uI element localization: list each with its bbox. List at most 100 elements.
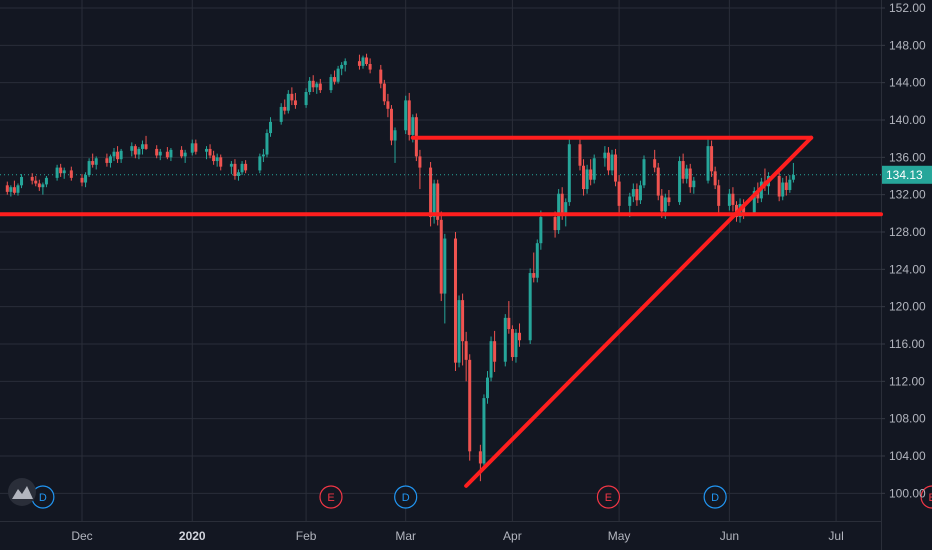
candle-body [180, 149, 184, 157]
last-price-box [882, 165, 932, 184]
price-tick-label: 100.00 [889, 486, 926, 500]
earnings-marker [596, 485, 621, 509]
candle-body [653, 159, 657, 168]
candle-body [269, 121, 273, 134]
candle-body [37, 183, 41, 188]
time-tick-label: 2020 [179, 529, 206, 543]
candle-body [329, 77, 333, 91]
grid [0, 0, 881, 521]
price-tick-label: 132.00 [889, 188, 926, 202]
candle-body [219, 157, 223, 167]
candle-body [503, 317, 507, 362]
candle-body [290, 93, 294, 101]
candle-body [119, 150, 123, 160]
candle-body [781, 182, 785, 197]
candle-body [493, 341, 497, 362]
candle-body [514, 332, 518, 358]
candle-body [140, 144, 144, 149]
candle-body [361, 57, 365, 66]
candle-body [62, 170, 66, 174]
candle-body [638, 185, 642, 201]
candle-body [443, 238, 447, 294]
candle-body [510, 329, 514, 358]
candle-body [80, 177, 84, 183]
candle-body [706, 146, 710, 181]
candle-body [318, 83, 322, 91]
candle-body [190, 143, 194, 153]
candle-body [30, 176, 34, 181]
candle-body [436, 183, 440, 220]
candle-body [784, 182, 788, 190]
candle-body [731, 193, 735, 205]
time-tick-label: Dec [71, 529, 92, 543]
price-axis[interactable]: 152.00 148.00 144.00 140.00 136.00 132.00 128.… [881, 1, 926, 500]
candle-body [788, 179, 792, 190]
candle-body [16, 185, 20, 193]
candle-body [557, 193, 561, 231]
candle-body [34, 180, 38, 184]
price-tick-label: 144.00 [889, 76, 926, 90]
candle-body [631, 189, 635, 197]
candle-body [567, 144, 571, 203]
candle-body [233, 163, 237, 176]
candle-body [642, 159, 646, 186]
candle-body [130, 146, 134, 151]
candle-body [137, 148, 141, 155]
candle-body [283, 106, 287, 111]
candle-body [212, 155, 216, 162]
candle-body [429, 167, 433, 218]
event-marker-label: D [711, 492, 719, 504]
candle-body [84, 175, 88, 183]
candle-body [717, 185, 721, 206]
candle-body [667, 197, 671, 203]
events[interactable]: DEDEDE [31, 485, 932, 509]
candle-body [713, 171, 717, 186]
earnings-marker [920, 485, 932, 509]
candle-body [87, 161, 91, 176]
candle-body [116, 151, 120, 160]
drawings[interactable] [0, 135, 883, 488]
candle-body [528, 273, 532, 341]
candle-body [482, 398, 486, 464]
candle-body [9, 187, 13, 192]
candle-body [468, 359, 472, 452]
candle-body [382, 83, 386, 102]
candle-body [393, 130, 397, 141]
candle-body [791, 175, 795, 180]
price-tick-label: 136.00 [889, 150, 926, 164]
candle-body [727, 193, 731, 206]
time-tick-label: Mar [395, 529, 416, 543]
candle-body [610, 154, 614, 171]
candle-body [333, 77, 337, 82]
candle-body [681, 161, 685, 179]
candle-body [603, 152, 607, 159]
tradingview-logo[interactable] [8, 478, 36, 506]
logo-badge [8, 478, 36, 506]
candle-body [461, 300, 465, 342]
last-price-text: 134.13 [886, 168, 923, 182]
last-price-label: 134.13 [882, 165, 932, 184]
candle-body [535, 243, 539, 278]
candle-body [617, 181, 621, 206]
candle-body [532, 273, 536, 278]
candle-body [59, 167, 63, 174]
candle-body [133, 146, 137, 155]
candle-body [432, 183, 436, 218]
candle-body [635, 189, 639, 201]
candle-body [41, 184, 45, 188]
candle-body [20, 176, 24, 186]
candle-body [539, 217, 543, 244]
event-marker-label: D [39, 492, 47, 504]
candle-body [94, 158, 98, 165]
event-marker-label: E [928, 492, 932, 504]
candle-body [5, 185, 9, 192]
logo-icon [12, 486, 33, 499]
time-axis[interactable]: Dec 2020 Feb Mar Apr May Jun Jul [71, 529, 843, 543]
candle-body [656, 167, 660, 196]
candle-body [169, 149, 173, 158]
candle-body [165, 151, 169, 158]
candle-body [464, 341, 468, 360]
candle-body [158, 151, 162, 156]
